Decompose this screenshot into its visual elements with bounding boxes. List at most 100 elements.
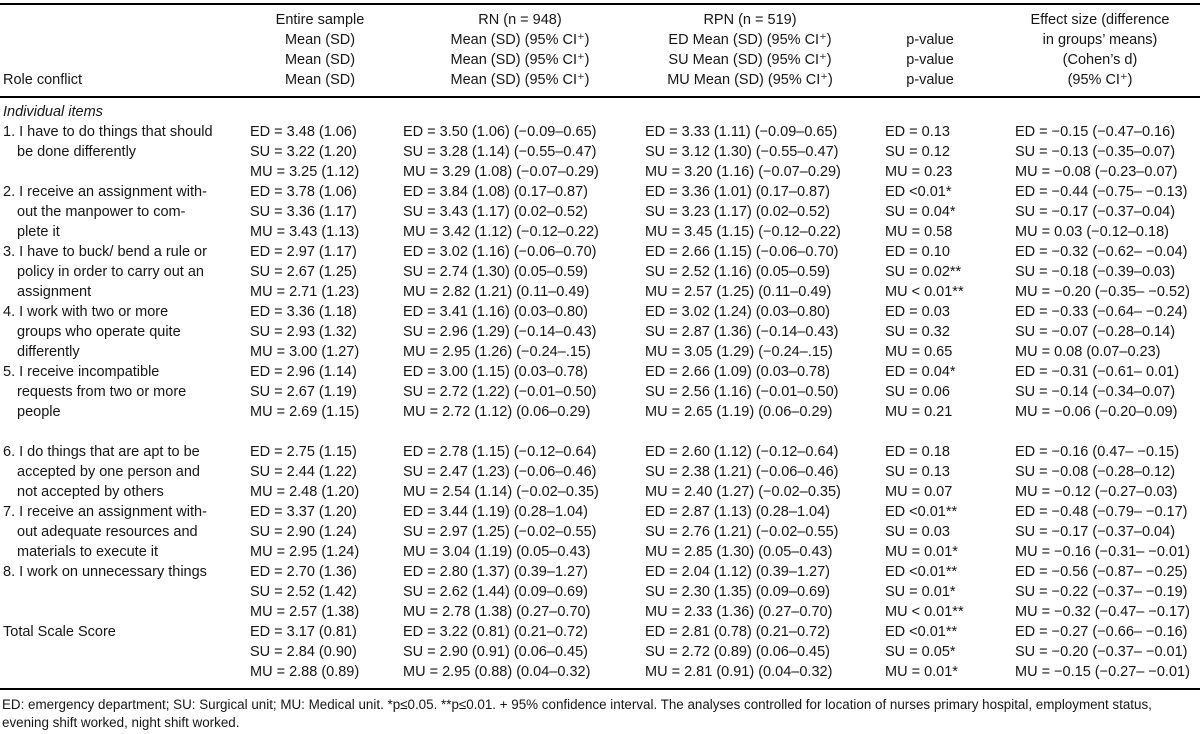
cell-rpn: ED = 2.87 (1.13) (0.28–1.04) SU = 2.76 (1… (640, 502, 860, 562)
cell-line: MU = 3.04 (1.19) (0.05–0.43) (403, 544, 591, 560)
cell-line: ED = 3.17 (0.81) (250, 624, 357, 640)
cell-line: MU = 2.40 (1.27) (−0.02–0.35) (645, 484, 841, 500)
cell-entire-sample: ED = 2.70 (1.36) SU = 2.52 (1.42) MU = 2.5… (240, 562, 400, 622)
cell-line: 5. I receive incompatible (3, 364, 160, 380)
header-line: p-value (906, 52, 954, 68)
cell-line: SU = 2.62 (1.44) (0.09–0.69) (403, 584, 588, 600)
cell-pvalue: ED = 0.18 SU = 0.13 MU = 0.07 (860, 442, 1000, 502)
header-line: (Cohen’s d) (1062, 52, 1138, 68)
cell-line: SU = 0.06 (885, 384, 950, 400)
header-line: (95% CI⁺) (1067, 72, 1133, 88)
cell-rn: ED = 3.41 (1.16) (0.03–0.80) SU = 2.96 (1… (400, 302, 640, 362)
cell-rpn: ED = 2.81 (0.78) (0.21–0.72) SU = 2.72 (0… (640, 622, 860, 682)
cell-line: 1. I have to do things that should (3, 124, 213, 140)
cell-effect-size: ED = −0.33 (−0.64– −0.24) SU = −0.07 (−0.… (1000, 302, 1200, 362)
table-row: Total Scale Score ED = 3.17 (0.81) SU = 2.… (0, 622, 1200, 682)
cell-entire-sample: ED = 2.75 (1.15) SU = 2.44 (1.22) MU = 2.4… (240, 442, 400, 502)
cell-line: MU = 0.07 (885, 484, 953, 500)
cell-line: ED = 2.70 (1.36) (250, 564, 357, 580)
table-row: 8. I work on unnecessary things ED = 2.70… (0, 562, 1200, 622)
cell-rn: ED = 3.02 (1.16) (−0.06–0.70) SU = 2.74 (… (400, 242, 640, 302)
table-header: Role conflict Entire sample Mean (SD) Me… (0, 3, 1200, 98)
cell-line: MU = −0.16 (−0.31– −0.01) (1015, 544, 1190, 560)
cell-line: materials to execute it (17, 544, 159, 560)
cell-line: SU = 3.23 (1.17) (0.02–0.52) (645, 204, 830, 220)
cell-line: SU = 0.05* (885, 644, 956, 660)
header-rpn: RPN (n = 519) ED Mean (SD) (95% CI⁺) SU … (640, 10, 860, 90)
cell-line: ED = 0.18 (885, 444, 950, 460)
cell-line: ED <0.01* (885, 184, 952, 200)
cell-line: ED = 2.75 (1.15) (250, 444, 357, 460)
cell-line: SU = 0.01* (885, 584, 956, 600)
cell-line: SU = 2.93 (1.32) (250, 324, 357, 340)
cell-line: SU = 3.36 (1.17) (250, 204, 357, 220)
cell-line: SU = 2.74 (1.30) (0.05–0.59) (403, 264, 588, 280)
cell-line: ED = 3.02 (1.24) (0.03–0.80) (645, 304, 830, 320)
cell-pvalue: ED = 0.10 SU = 0.02** MU < 0.01** (860, 242, 1000, 302)
cell-rn: ED = 3.50 (1.06) (−0.09–0.65) SU = 3.28 (… (400, 122, 640, 182)
header-pvalue: p-value p-value p-value (860, 10, 1000, 90)
cell-line: MU = 2.78 (1.38) (0.27–0.70) (403, 604, 591, 620)
cell-rn: ED = 2.80 (1.37) (0.39–1.27) SU = 2.62 (1… (400, 562, 640, 622)
cell-line: SU = 2.44 (1.22) (250, 464, 357, 480)
cell-line: SU = 3.43 (1.17) (0.02–0.52) (403, 204, 588, 220)
cell-line: MU = −0.20 (−0.35– −0.52) (1015, 284, 1190, 300)
cell-line: assignment (17, 284, 92, 300)
header-line: in groups’ means) (1042, 32, 1158, 48)
cell-line: SU = 2.52 (1.16) (0.05–0.59) (645, 264, 830, 280)
header-line: Mean (SD) (95% CI⁺) (450, 72, 590, 88)
cell-line: ED = 2.81 (0.78) (0.21–0.72) (645, 624, 830, 640)
cell-line: MU < 0.01** (885, 284, 964, 300)
cell-rpn: ED = 2.66 (1.15) (−0.06–0.70) SU = 2.52 (… (640, 242, 860, 302)
cell-rn: ED = 3.00 (1.15) (0.03–0.78) SU = 2.72 (1… (400, 362, 640, 422)
cell-line: MU = 2.95 (0.88) (0.04–0.32) (403, 664, 591, 680)
cell-pvalue: ED = 0.03 SU = 0.32 MU = 0.65 (860, 302, 1000, 362)
cell-line: ED = 3.22 (0.81) (0.21–0.72) (403, 624, 588, 640)
cell-line: SU = −0.14 (−0.34–0.07) (1015, 384, 1176, 400)
cell-line: ED = 0.10 (885, 244, 950, 260)
cell-line: ED = 3.44 (1.19) (0.28–1.04) (403, 504, 588, 520)
cell-line: ED = −0.27 (−0.66– −0.16) (1015, 624, 1188, 640)
cell-line: SU = 2.90 (1.24) (250, 524, 357, 540)
cell-line: MU = 2.48 (1.20) (250, 484, 360, 500)
cell-line: SU = 2.76 (1.21) (−0.02–0.55) (645, 524, 839, 540)
cell-line: MU = 3.42 (1.12) (−0.12–0.22) (403, 224, 599, 240)
cell-label: 4. I work with two or more groups who ope… (0, 302, 240, 362)
cell-line: plete it (17, 224, 60, 240)
cell-line: differently (17, 344, 80, 360)
cell-entire-sample: ED = 3.17 (0.81) SU = 2.84 (0.90) MU = 2.8… (240, 622, 400, 682)
cell-rpn: ED = 3.33 (1.11) (−0.09–0.65) SU = 3.12 (… (640, 122, 860, 182)
cell-line: SU = 2.38 (1.21) (−0.06–0.46) (645, 464, 839, 480)
cell-line: MU = 0.03 (−0.12–0.18) (1015, 224, 1169, 240)
header-line: Mean (SD) (95% CI⁺) (450, 32, 590, 48)
table-row: 2. I receive an assignment with-out the … (0, 182, 1200, 242)
cell-line: ED = 3.36 (1.01) (0.17–0.87) (645, 184, 830, 200)
cell-line: ED = −0.44 (−0.75– −0.13) (1015, 184, 1188, 200)
header-line: p-value (906, 32, 954, 48)
cell-line: SU = 0.04* (885, 204, 956, 220)
table-row: 3. I have to buck/ bend a rule or policy … (0, 242, 1200, 302)
header-line: RN (n = 948) (478, 12, 562, 28)
cell-line: ED = 0.04* (885, 364, 956, 380)
cell-rn: ED = 3.84 (1.08) (0.17–0.87) SU = 3.43 (1… (400, 182, 640, 242)
cell-line: MU = −0.06 (−0.20–0.09) (1015, 404, 1178, 420)
header-line: Effect size (difference (1030, 12, 1170, 28)
cell-line: ED = −0.31 (−0.61– 0.01) (1015, 364, 1180, 380)
cell-pvalue: ED <0.01** SU = 0.01* MU < 0.01** (860, 562, 1000, 622)
cell-line: ED = 2.96 (1.14) (250, 364, 357, 380)
cell-line: ED <0.01** (885, 624, 958, 640)
cell-line: ED = −0.32 (−0.62– −0.04) (1015, 244, 1188, 260)
cell-effect-size: ED = −0.27 (−0.66– −0.16) SU = −0.20 (−0.… (1000, 622, 1200, 682)
cell-line: SU = 3.12 (1.30) (−0.55–0.47) (645, 144, 839, 160)
cell-line: MU = 2.65 (1.19) (0.06–0.29) (645, 404, 833, 420)
header-line: SU Mean (SD) (95% CI⁺) (668, 52, 832, 68)
cell-line: MU = 0.08 (0.07–0.23) (1015, 344, 1161, 360)
cell-line: MU = 3.25 (1.12) (250, 164, 360, 180)
cell-line: MU = 2.82 (1.21) (0.11–0.49) (403, 284, 590, 300)
section-label: Individual items (3, 104, 103, 120)
cell-line: ED = 3.41 (1.16) (0.03–0.80) (403, 304, 588, 320)
cell-line: 6. I do things that are apt to be (3, 444, 200, 460)
cell-line: SU = −0.17 (−0.37–0.04) (1015, 204, 1176, 220)
cell-line: SU = 2.87 (1.36) (−0.14–0.43) (645, 324, 839, 340)
cell-line: MU = 2.95 (1.26) (−0.24–.15) (403, 344, 591, 360)
